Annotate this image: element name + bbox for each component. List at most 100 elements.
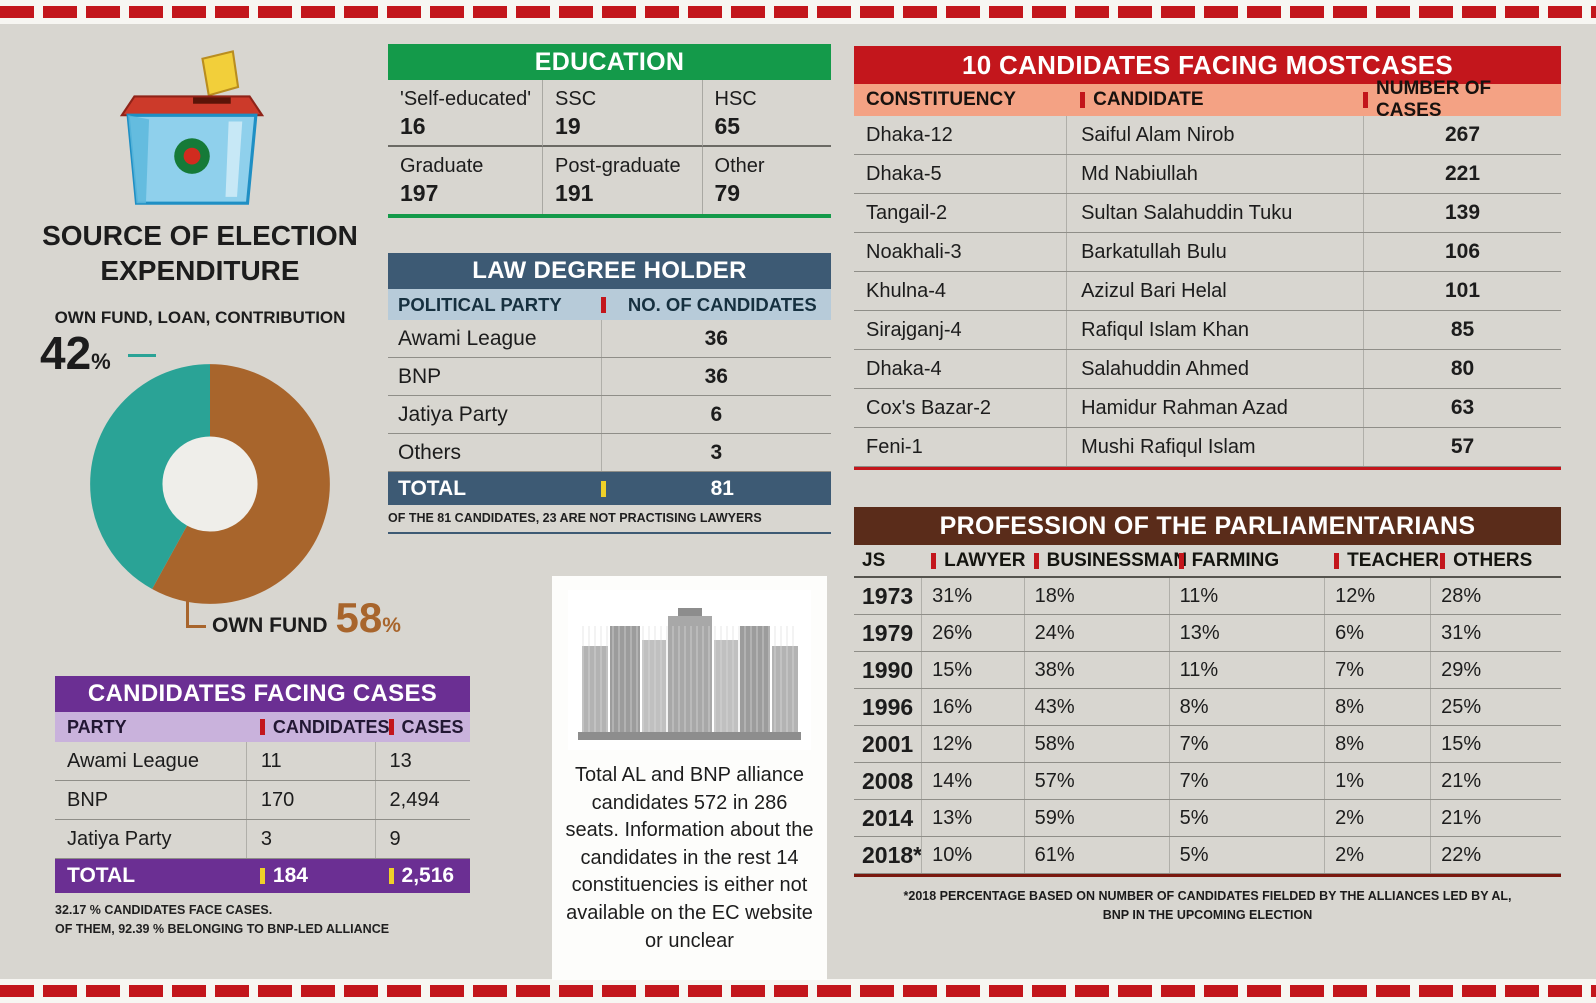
cell-party: Jatiya Party	[398, 402, 508, 426]
ballot-box-icon	[119, 50, 265, 205]
cell-cases: 139	[1363, 194, 1561, 232]
cell-others: 21%	[1430, 800, 1561, 836]
cell-candidate: Barkatullah Bulu	[1066, 233, 1363, 271]
cell-lawyer: 16%	[921, 689, 1024, 725]
cases-footnote: 32.17 % CANDIDATES FACE CASES. OF THEM, …	[55, 903, 390, 936]
cell-constituency: Dhaka-4	[866, 357, 942, 380]
cell-teacher: 8%	[1324, 726, 1430, 762]
red-dash-strip	[0, 985, 1596, 997]
cell-farming: 11%	[1168, 578, 1325, 614]
pct-42: 42	[40, 327, 92, 379]
cell-businessman: 61%	[1023, 837, 1169, 873]
table-row: Tangail-2 Sultan Salahuddin Tuku 139	[854, 194, 1561, 233]
cell-candidate: Saiful Alam Nirob	[1066, 116, 1363, 154]
cell-year: 1996	[862, 693, 914, 720]
cell-lawyer: 31%	[921, 578, 1024, 614]
cell-year: 1979	[862, 619, 914, 646]
red-dash-strip	[0, 6, 1596, 18]
cell-year: 2018*	[862, 841, 923, 868]
table-row: 2018* 10% 61% 5% 2% 22%	[854, 837, 1561, 874]
cell-businessman: 57%	[1023, 763, 1169, 799]
education-cell: 'Self-educated' 16	[388, 80, 544, 147]
expenditure-title: SOURCE OF ELECTION EXPENDITURE	[18, 218, 382, 288]
donut-segment-value-top: 42%	[40, 326, 111, 380]
col-party: PARTY	[67, 716, 127, 737]
cell-lawyer: 15%	[921, 652, 1024, 688]
profession-rows: 1973 31% 18% 11% 12% 28% 1979 26% 24% 13…	[854, 578, 1561, 877]
donut-segment-label-bottom: OWN FUND 58%	[212, 594, 512, 642]
cell-businessman: 18%	[1023, 578, 1169, 614]
cell-others: 21%	[1430, 763, 1561, 799]
education-title: EDUCATION	[388, 44, 831, 80]
cases-table-title: CANDIDATES FACING CASES	[55, 676, 470, 712]
col-no-of-candidates: NO. OF CANDIDATES	[600, 289, 831, 320]
cell-constituency: Cox's Bazar-2	[866, 396, 991, 419]
red-bar-icon	[1080, 92, 1086, 108]
parliament-note-card: Total AL and BNP alliance candidates 572…	[552, 576, 827, 980]
red-bar-icon	[931, 552, 937, 569]
cell-others: 22%	[1430, 837, 1561, 873]
expenditure-title-line2: EXPENDITURE	[100, 255, 300, 286]
cell-party: Awami League	[398, 326, 537, 350]
cell-lawyer: 14%	[921, 763, 1024, 799]
cell-cases: 106	[1363, 233, 1561, 271]
donut-slice-loan-contribution	[90, 364, 330, 604]
cell-others: 28%	[1430, 578, 1561, 614]
law-column-header: POLITICAL PARTY NO. OF CANDIDATES	[388, 289, 831, 320]
table-row: BNP 36	[388, 358, 831, 396]
table-row: 1973 31% 18% 11% 12% 28%	[854, 578, 1561, 615]
cell-cases: 63	[1363, 389, 1561, 427]
table-row: Jatiya Party 6	[388, 396, 831, 434]
cell-candidates: 170	[245, 781, 375, 819]
cell-count: 36	[600, 358, 831, 395]
profession-table: PROFESSION OF THE PARLIAMENTARIANS JS LA…	[854, 507, 1561, 926]
col-lawyer: LAWYER	[921, 545, 1025, 576]
cell-lawyer: 13%	[921, 800, 1024, 836]
education-cell: Other 79	[714, 155, 765, 206]
cell-constituency: Sirajganj-4	[866, 318, 962, 341]
cell-farming: 13%	[1168, 615, 1325, 651]
total-count: 81	[600, 472, 831, 505]
col-constituency: CONSTITUENCY	[866, 89, 1016, 110]
table-row: Khulna-4 Azizul Bari Helal 101	[854, 272, 1561, 311]
cell-candidate: Md Nabiullah	[1066, 155, 1363, 193]
cell-farming: 7%	[1168, 763, 1325, 799]
most-cases-title: 10 CANDIDATES FACING MOSTCASES	[854, 46, 1561, 84]
cell-year: 1973	[862, 582, 914, 609]
cell-party: Jatiya Party	[67, 827, 172, 850]
red-bar-icon	[259, 719, 265, 735]
donut-callout-line-teal	[128, 354, 156, 364]
table-row: Dhaka-4 Salahuddin Ahmed 80	[854, 350, 1561, 389]
cell-businessman: 38%	[1023, 652, 1169, 688]
profession-column-header: JS LAWYER BUSINESSMAN FARMING TEACHER OT…	[854, 545, 1561, 578]
red-bar-icon	[1440, 552, 1446, 569]
cell-others: 25%	[1430, 689, 1561, 725]
table-row: Noakhali-3 Barkatullah Bulu 106	[854, 233, 1561, 272]
education-cell: Graduate 197	[388, 147, 544, 214]
education-table: EDUCATION 'Self-educated' 16 SSC 19 HSC …	[388, 44, 831, 218]
cell-teacher: 2%	[1324, 837, 1430, 873]
cell-lawyer: 10%	[921, 837, 1024, 873]
cell-cases: 2,494	[374, 781, 470, 819]
education-cell: SSC 19	[543, 80, 703, 147]
col-number-of-cases: NUMBER OF CASES	[1363, 78, 1561, 121]
cell-lawyer: 26%	[921, 615, 1024, 651]
yellow-bar-icon	[600, 480, 606, 497]
cell-party: Others	[398, 440, 462, 464]
education-cell: HSC 65	[702, 80, 831, 147]
cell-teacher: 1%	[1324, 763, 1430, 799]
red-bar-icon	[600, 296, 606, 313]
cell-year: 2001	[862, 730, 914, 757]
cell-candidates: 11	[245, 742, 375, 780]
education-cell: Post-graduate 191	[543, 147, 703, 214]
yellow-bar-icon	[388, 868, 394, 884]
cell-candidate: Mushi Rafiqul Islam	[1066, 428, 1363, 466]
table-row: 2008 14% 57% 7% 1% 21%	[854, 763, 1561, 800]
col-cases: CASES	[375, 712, 470, 742]
col-farming: FARMING	[1169, 545, 1325, 576]
torn-edge-top	[0, 0, 1596, 24]
law-degree-holder-table: LAW DEGREE HOLDER POLITICAL PARTY NO. OF…	[388, 253, 831, 534]
cell-candidates: 3	[245, 820, 375, 858]
cell-party: Awami League	[67, 749, 199, 772]
